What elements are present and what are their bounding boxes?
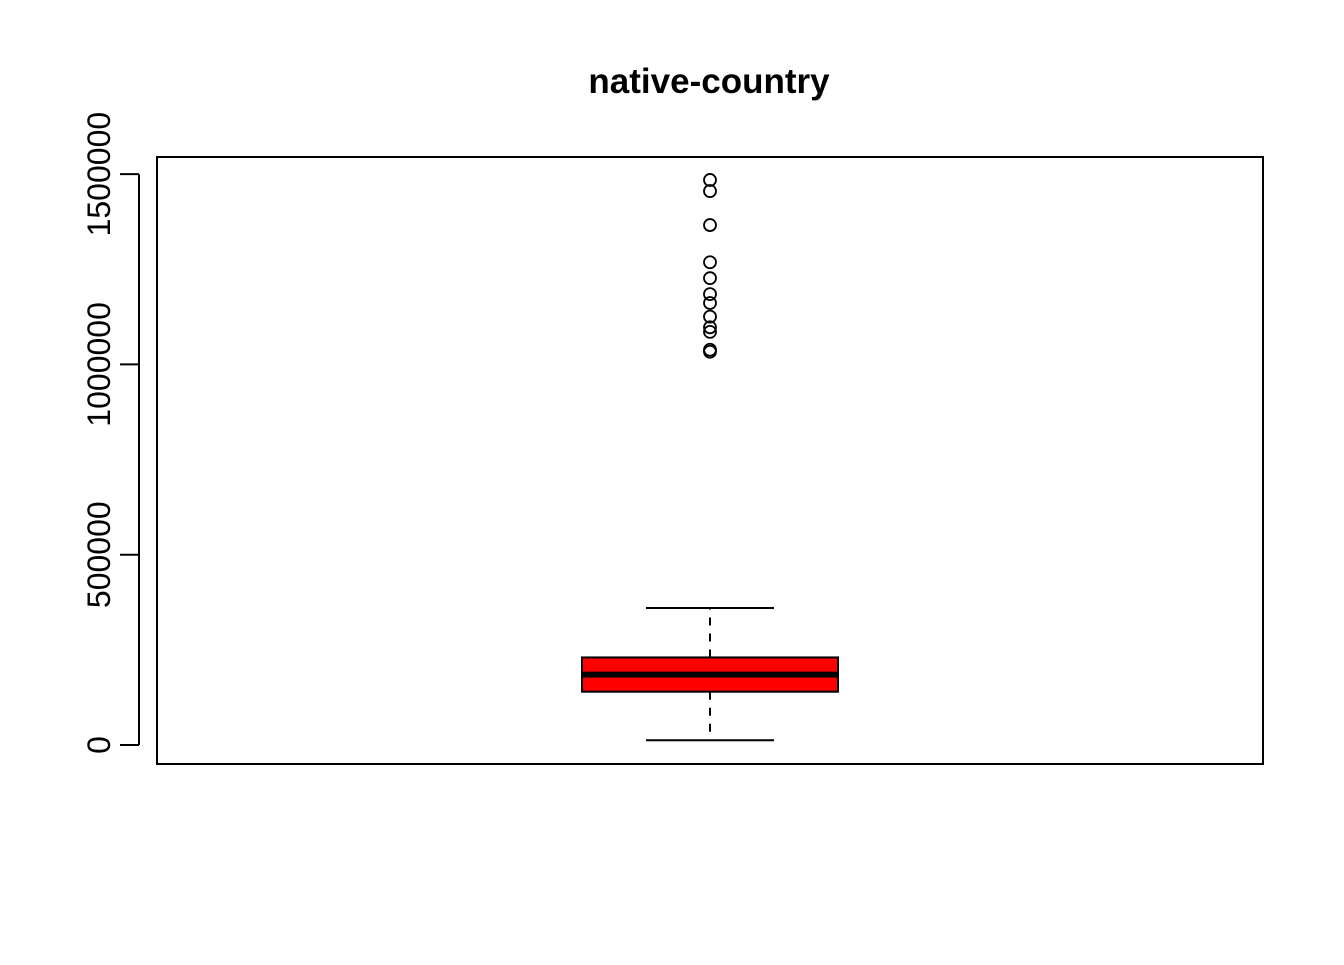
- y-tick-label: 1500000: [81, 112, 117, 237]
- outlier-point: [703, 184, 717, 198]
- outlier-point: [703, 173, 717, 187]
- outlier-point: [703, 324, 717, 339]
- outlier-point: [703, 287, 717, 302]
- plot-frame: [156, 156, 1264, 765]
- outlier-point: [703, 344, 717, 359]
- outlier-point: [703, 218, 717, 232]
- y-axis: 0 500000 1000000 1500000: [81, 112, 140, 754]
- outlier-point: [703, 271, 717, 286]
- outlier-group: [703, 173, 717, 359]
- y-tick-label: 1000000: [81, 302, 117, 427]
- outlier-point: [703, 255, 717, 270]
- box-group: [581, 606, 839, 742]
- outlier-point: [703, 309, 717, 324]
- outlier-point: [703, 320, 717, 335]
- y-tick-label: 0: [81, 736, 117, 754]
- outlier-point: [703, 296, 717, 310]
- y-tick-label: 500000: [81, 501, 117, 608]
- chart-title: native-country: [588, 62, 830, 101]
